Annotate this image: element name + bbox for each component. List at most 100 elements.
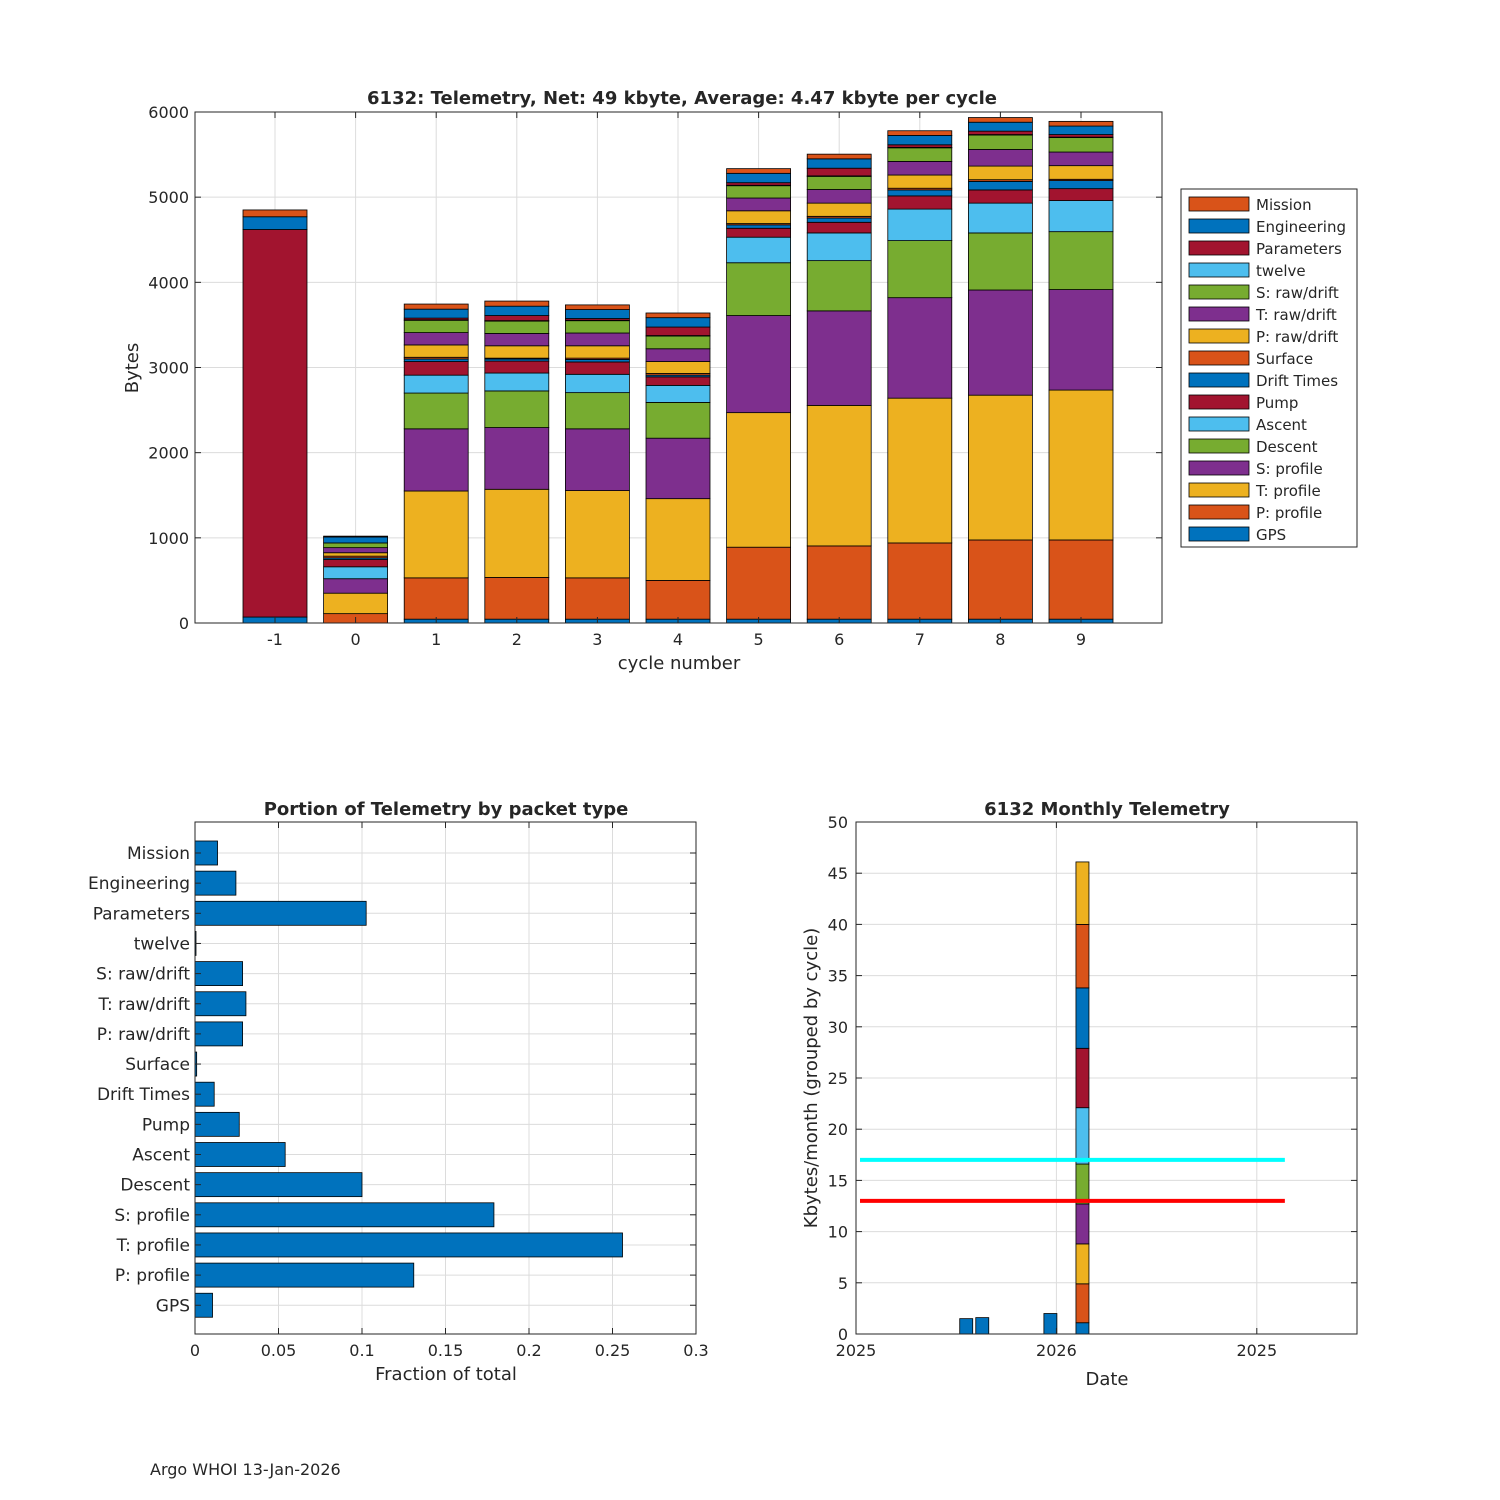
chart2-ytick-label: S: profile <box>114 1206 190 1226</box>
chart3-bar-segment <box>1075 1163 1090 1205</box>
chart1-bar-segment <box>565 309 630 319</box>
chart1-bar-segment <box>806 404 872 547</box>
chart1-bar-segment <box>726 315 791 414</box>
chart2-xtick-label: 0 <box>190 1341 200 1360</box>
chart1-bar-segment <box>403 428 469 492</box>
chart3-x-axis-label: Date <box>1085 1369 1128 1390</box>
chart1-legend-label: S: raw/drift <box>1256 284 1339 302</box>
chart1-bar-segment <box>403 332 469 346</box>
chart2-xtick-label: 0.2 <box>516 1341 541 1360</box>
chart3-bar-segment <box>1043 1313 1058 1335</box>
chart1-bar-segment <box>726 197 791 212</box>
chart1-legend-swatch <box>1188 218 1250 234</box>
chart3-bar-segment <box>1075 1243 1090 1285</box>
chart1-bar-segment <box>726 236 791 264</box>
chart1-legend-label: Drift Times <box>1256 372 1338 390</box>
chart1-bar-segment <box>242 216 308 230</box>
chart3-bar-segment <box>975 1317 990 1335</box>
chart1-y-axis-label: Bytes <box>122 343 143 394</box>
chart1-legend-swatch <box>1188 526 1250 542</box>
chart1-bar-segment <box>806 232 872 262</box>
chart2-xtick-label: 0.1 <box>349 1341 374 1360</box>
chart1-bar-segment <box>645 335 711 350</box>
chart1-legend-swatch <box>1188 284 1250 300</box>
chart1-bar-segment <box>565 320 630 334</box>
chart3-bar-segment <box>1075 987 1090 1049</box>
chart1-bar-segment <box>968 121 1033 132</box>
chart1-bar-segment <box>484 305 550 316</box>
chart3-y-axis-label: Kbytes/month (grouped by cycle) <box>801 928 822 1228</box>
chart1-legend-label: Parameters <box>1256 240 1342 258</box>
chart3-bar-segment <box>1075 1107 1090 1165</box>
packet-type-fraction-chart: 0 0.05 0.1 0.15 0.2 0.25 0.3 Mission Engineering… <box>88 799 709 1385</box>
chart1-bar-segment <box>726 224 791 229</box>
chart1-bar-segment <box>323 547 389 554</box>
chart3-bars <box>959 861 1090 1335</box>
chart1-bar-segment <box>403 577 469 620</box>
chart1-legend-label: Pump <box>1256 394 1298 412</box>
chart1-bar-segment <box>645 317 711 328</box>
chart1-bar-segment <box>726 412 791 548</box>
chart2-xtick-label: 0.3 <box>683 1341 708 1360</box>
chart1-bar-segment <box>323 536 389 544</box>
chart1-ytick-label: 3000 <box>148 359 189 378</box>
chart2-bar <box>194 961 243 986</box>
chart2-x-axis-label: Fraction of total <box>375 1364 517 1385</box>
chart1-legend-swatch <box>1188 394 1250 410</box>
chart3-ytick-label: 30 <box>828 1018 848 1037</box>
chart1-xtick-label: 4 <box>673 630 683 649</box>
chart1-bar-segment <box>1048 151 1114 167</box>
chart1-bar-segment <box>484 577 550 620</box>
chart1-bar-segment <box>887 160 953 176</box>
chart1-bar-segment <box>323 542 389 549</box>
chart1-xtick-label: 3 <box>592 630 602 649</box>
chart1-bar-segment <box>968 394 1033 541</box>
chart2-ytick-label: S: raw/drift <box>96 965 190 985</box>
chart1-ytick-label: 4000 <box>148 273 189 292</box>
chart1-bar-segment <box>726 262 791 316</box>
chart2-ytick-label: T: profile <box>116 1236 190 1256</box>
chart2-ytick-label: T: raw/drift <box>97 995 190 1015</box>
chart1-bar-segment <box>565 392 630 430</box>
chart1-legend-label: T: raw/drift <box>1255 306 1337 324</box>
chart2-ytick-label: Descent <box>120 1176 190 1196</box>
chart1-bar-segment <box>726 172 791 184</box>
chart1-bar-segment <box>887 542 953 620</box>
chart1-bar-segment <box>887 208 953 242</box>
chart1-legend-swatch <box>1188 262 1250 278</box>
chart1-bar-segment <box>484 315 550 322</box>
chart3-xtick-label: 2025 <box>836 1341 877 1360</box>
chart1-legend-swatch <box>1188 504 1250 520</box>
chart2-ytick-label: P: raw/drift <box>97 1025 191 1045</box>
chart1-bar-segment <box>806 202 872 217</box>
chart2-xtick-label: 0.25 <box>595 1341 631 1360</box>
chart3-bar-segment <box>1075 1047 1090 1109</box>
chart3-ytick-label: 40 <box>828 915 848 934</box>
chart1-bar-segment <box>726 546 791 620</box>
chart1-bar-segment <box>887 135 953 146</box>
chart3-ytick-label: 15 <box>828 1171 848 1190</box>
chart2-ytick-label: twelve <box>134 934 190 954</box>
chart1-bar-segment <box>484 345 550 359</box>
chart2-bar <box>194 1262 415 1288</box>
chart3-ytick-label: 10 <box>828 1223 848 1242</box>
chart2-ytick-label: Parameters <box>93 904 190 924</box>
chart1-xtick-label: 2 <box>512 630 522 649</box>
chart2-ytick-label: Mission <box>127 844 190 864</box>
chart1-ytick-label: 0 <box>179 614 189 633</box>
chart3-bar-segment <box>1075 1203 1090 1245</box>
chart1-bar-segment <box>1048 120 1114 127</box>
chart1-bar-segment <box>726 227 791 238</box>
chart1-bar-segment <box>806 158 872 169</box>
chart1-bar-segment <box>484 427 550 490</box>
chart1-bar-segment <box>645 326 711 336</box>
chart1-bar-segment <box>806 221 872 234</box>
chart1-bar-segment <box>1048 125 1114 135</box>
chart1-bar-segment <box>565 428 630 491</box>
chart1-bar-segment <box>645 580 711 620</box>
chart1-bar-segment <box>403 319 469 333</box>
chart1-bar-segment <box>1048 200 1114 233</box>
chart2-bar <box>194 900 367 926</box>
chart1-bar-segment <box>484 300 550 307</box>
chart1-bars <box>242 117 1114 624</box>
